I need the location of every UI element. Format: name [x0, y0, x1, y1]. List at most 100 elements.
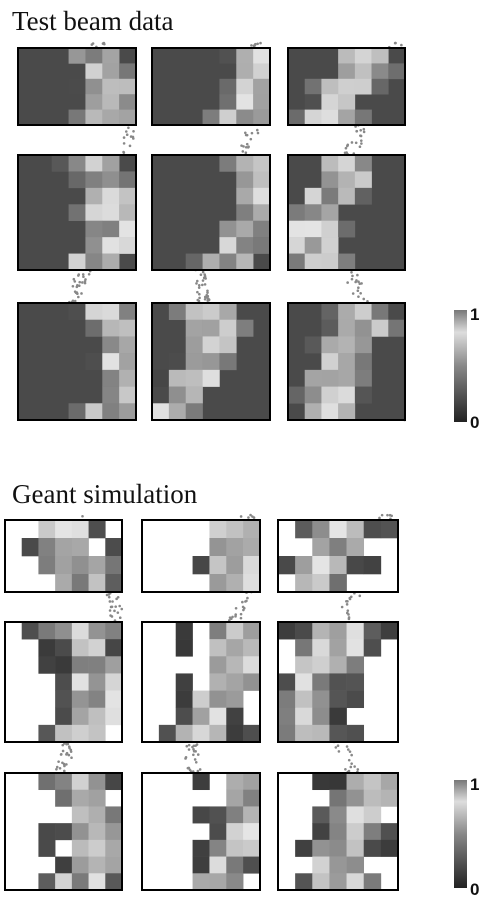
track-dot — [231, 615, 234, 619]
track-dot — [59, 753, 63, 756]
heatmap-cell — [209, 639, 227, 657]
heatmap-cell — [185, 386, 203, 404]
track-dot — [242, 145, 245, 148]
heatmap-cell — [321, 386, 339, 404]
heatmap-cell — [85, 253, 103, 271]
track-dot — [66, 742, 70, 746]
heatmap-cell — [243, 806, 261, 824]
track-dot — [358, 145, 362, 148]
heatmap-cell — [88, 789, 106, 807]
heatmap-cell — [321, 78, 339, 95]
heatmap-cell — [278, 622, 296, 640]
track-dot — [116, 595, 120, 599]
track-dot — [122, 142, 126, 145]
heatmap-cell — [105, 639, 123, 657]
track-dot — [201, 279, 205, 282]
track-dot — [76, 284, 79, 287]
track-dot — [228, 616, 232, 619]
heatmap-cell — [105, 574, 123, 593]
heatmap-cell — [338, 63, 356, 80]
heatmap-cell — [209, 656, 227, 674]
heatmap-cell — [243, 656, 261, 674]
heatmap-cell — [338, 109, 356, 126]
heatmap-cell — [55, 724, 73, 743]
track-dot — [393, 41, 397, 45]
heatmap-cell — [168, 353, 187, 371]
heatmap-cell — [71, 639, 89, 657]
heatmap-cell — [209, 707, 227, 726]
heatmap-cell — [55, 690, 73, 709]
track-dot — [356, 768, 360, 771]
heatmap-cell — [71, 574, 89, 593]
heatmap-cell — [312, 690, 330, 709]
heatmap-cell — [102, 220, 120, 238]
track-dot — [234, 615, 237, 618]
track-dot — [82, 275, 85, 279]
track-dot — [351, 292, 355, 295]
track-dot — [196, 769, 200, 773]
track-dot — [345, 144, 349, 148]
track-dot — [65, 763, 68, 766]
heatmap-cell — [380, 789, 399, 807]
track-dot — [246, 146, 250, 149]
heatmap-cell — [363, 622, 382, 640]
track-dot — [84, 278, 87, 281]
heatmap-cell — [71, 707, 89, 726]
track-dot — [350, 141, 354, 144]
track-dot — [111, 600, 114, 603]
track-dot — [350, 762, 353, 765]
heatmap-cell — [329, 823, 347, 841]
heatmap-cell — [219, 353, 237, 371]
heatmap-cell — [346, 690, 365, 709]
track-dot — [124, 130, 128, 133]
heatmap-cell — [88, 673, 106, 691]
heatmap-cell — [226, 839, 244, 857]
heatmap-cell — [119, 171, 137, 189]
heatmap-cell — [253, 48, 271, 64]
heatmap-cell — [312, 773, 330, 791]
heatmap-cell — [85, 171, 103, 189]
track-dot — [256, 42, 259, 46]
heatmap-cell — [321, 171, 339, 189]
heatmap-cell — [202, 369, 220, 387]
track-dot — [58, 766, 62, 770]
track-dot — [358, 594, 362, 598]
track-dot — [241, 600, 244, 604]
track-dot — [202, 276, 206, 280]
heatmap-cell — [321, 369, 339, 387]
heatmap-cell — [338, 253, 356, 271]
heatmap-cell — [85, 204, 103, 222]
heatmap-cell — [152, 369, 170, 387]
track-dot — [206, 294, 210, 298]
heatmap-cell — [85, 63, 103, 80]
heatmap-cell — [338, 171, 356, 189]
heatmap-cell — [346, 789, 365, 807]
heatmap-cell — [102, 403, 120, 421]
heatmap-cell — [321, 109, 339, 126]
track-dot — [336, 744, 340, 747]
panel-border — [151, 302, 271, 421]
heatmap-cell — [88, 574, 106, 593]
track-dot — [198, 768, 202, 771]
track-dot — [345, 745, 349, 748]
track-dot — [69, 750, 73, 753]
heatmap-cell — [253, 171, 271, 189]
heatmap-cell — [304, 336, 322, 354]
heatmap-cell — [88, 856, 106, 874]
track-dot — [120, 607, 124, 611]
heatmap-cell — [304, 253, 322, 271]
heatmap-cell — [38, 823, 56, 841]
heatmap-cell — [295, 673, 313, 691]
panel-border — [141, 772, 261, 891]
heatmap-cell — [243, 556, 261, 575]
panel-border — [287, 154, 406, 271]
heatmap-cell — [192, 839, 210, 857]
heatmap-cell — [219, 94, 237, 110]
track-dot — [244, 600, 247, 603]
heatmap-cell — [371, 319, 389, 337]
heatmap-cell — [363, 873, 382, 891]
heatmap-cell — [236, 187, 254, 205]
heatmap-cell — [304, 403, 322, 421]
colorbar-max-label: 1 — [470, 775, 479, 794]
